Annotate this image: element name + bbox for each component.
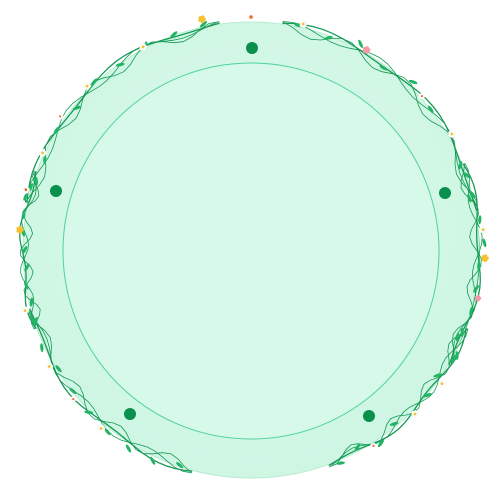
leaf-icon xyxy=(423,393,432,398)
vine-icon xyxy=(27,309,192,474)
leaf-icon xyxy=(427,105,434,114)
leaf-icon xyxy=(469,190,476,199)
leaf-icon xyxy=(176,462,184,469)
leaf-icon xyxy=(24,263,30,272)
leaf-icon xyxy=(150,456,156,465)
flower-icon xyxy=(448,129,457,138)
leaf-icon xyxy=(379,65,388,71)
leaf-icon xyxy=(21,246,28,254)
bead-icon xyxy=(124,408,136,420)
flower-icon xyxy=(419,92,426,100)
bead-icon xyxy=(246,42,258,54)
leaf-icon xyxy=(84,410,94,414)
leaf-icon xyxy=(458,161,463,170)
flower-icon xyxy=(246,11,257,23)
leaf-icon xyxy=(72,105,82,111)
leaf-icon xyxy=(433,373,443,378)
flower-icon xyxy=(299,19,308,28)
flower-icon xyxy=(38,148,47,157)
leaf-icon xyxy=(22,210,26,219)
flower-icon xyxy=(57,113,64,120)
leaf-icon xyxy=(354,443,361,452)
vine-icon xyxy=(20,170,37,330)
leaf-icon xyxy=(469,306,473,316)
flower-icon xyxy=(139,42,148,51)
leaf-icon xyxy=(29,297,34,307)
leaf-icon xyxy=(450,354,456,364)
flower-icon xyxy=(198,15,206,24)
leaf-icon xyxy=(24,280,29,290)
bead-icon xyxy=(363,410,375,422)
flower-icon xyxy=(479,225,488,234)
leaf-icon xyxy=(455,332,460,342)
leaf-icon xyxy=(170,31,178,38)
flower-cluster xyxy=(16,11,489,450)
leaf-icon xyxy=(336,461,345,465)
flower-icon xyxy=(438,379,447,388)
bead-icon xyxy=(50,185,62,197)
leaf-icon xyxy=(29,316,36,325)
vine-icon xyxy=(24,21,220,203)
leaf-icon xyxy=(23,192,29,201)
leaf-cluster xyxy=(20,21,487,469)
leaf-icon xyxy=(323,35,333,40)
flower-icon xyxy=(83,81,92,90)
leaf-icon xyxy=(104,428,111,436)
flower-icon xyxy=(21,306,30,315)
leaf-icon xyxy=(477,261,481,271)
leaf-icon xyxy=(467,193,472,203)
leaf-icon xyxy=(358,39,363,49)
leaf-icon xyxy=(408,79,418,85)
leaf-icon xyxy=(463,172,471,179)
leaf-icon xyxy=(125,444,132,453)
flower-icon xyxy=(97,424,106,433)
flower-icon xyxy=(411,410,420,419)
flower-icon xyxy=(16,226,24,234)
flower-icon xyxy=(22,185,30,194)
flower-icon xyxy=(363,46,371,54)
leaf-icon xyxy=(473,285,480,293)
leaf-icon xyxy=(482,238,487,248)
bead-icon xyxy=(439,187,451,199)
leaf-icon xyxy=(40,343,44,353)
leaf-icon xyxy=(460,328,464,337)
leaf-icon xyxy=(69,387,77,395)
leaf-icon xyxy=(91,78,98,86)
leaf-icon xyxy=(55,365,62,373)
flower-icon xyxy=(475,295,482,302)
flower-icon xyxy=(70,396,77,403)
vine-icon xyxy=(19,171,37,329)
flower-icon xyxy=(370,442,377,450)
inner-ring xyxy=(62,62,440,440)
leaf-icon xyxy=(43,155,47,165)
leaf-icon xyxy=(389,421,399,426)
leaf-icon xyxy=(34,176,39,186)
leaf-icon xyxy=(455,351,459,360)
leaf-icon xyxy=(377,439,384,448)
flower-icon xyxy=(481,254,489,263)
vine-icon xyxy=(282,21,479,211)
leaf-icon xyxy=(53,126,59,135)
leaf-icon xyxy=(478,215,482,225)
leaf-icon xyxy=(199,21,208,28)
leaf-icon xyxy=(33,316,38,326)
flower-icon xyxy=(45,362,54,371)
leaf-icon xyxy=(115,62,125,67)
